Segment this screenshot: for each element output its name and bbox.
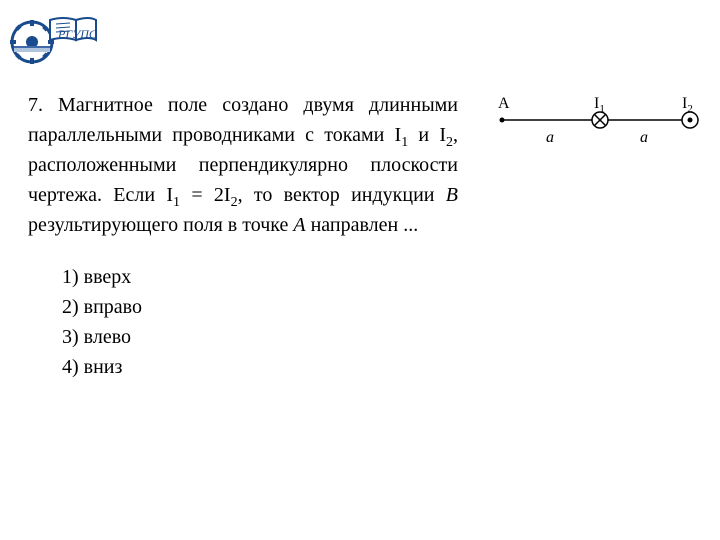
answer-2: 2) вправо bbox=[62, 292, 458, 322]
qt-part-3: = 2I bbox=[180, 184, 231, 206]
diagram-svg: A I1 I2 a a bbox=[490, 92, 700, 152]
point-A: A bbox=[293, 214, 305, 236]
question-text: 7. Магнитное поле создано двумя длинными… bbox=[28, 90, 458, 240]
qt-part-5: результирующего поля в точке bbox=[28, 214, 293, 236]
qt-part-6: направлен ... bbox=[306, 214, 419, 236]
question-number: 7. bbox=[28, 94, 43, 116]
answer-1: 1) вверх bbox=[62, 262, 458, 292]
answer-3: 3) влево bbox=[62, 322, 458, 352]
qt-sub-2: 2 bbox=[446, 135, 453, 150]
question-content: 7. Магнитное поле создано двумя длинными… bbox=[28, 90, 458, 382]
vector-B: B bbox=[446, 184, 458, 206]
physics-diagram: A I1 I2 a a bbox=[490, 92, 700, 152]
answer-list: 1) вверх 2) вправо 3) влево 4) вниз bbox=[62, 262, 458, 382]
answer-4: 4) вниз bbox=[62, 352, 458, 382]
qt-part-1: и I bbox=[408, 124, 446, 146]
logo-svg: РГУПС bbox=[8, 8, 98, 68]
qt-sub-1b: 1 bbox=[173, 195, 180, 210]
diagram-label-a1: a bbox=[546, 129, 554, 146]
diagram-label-A: A bbox=[498, 95, 510, 112]
qt-part-0: Магнитное поле создано двумя длинными па… bbox=[28, 94, 458, 146]
qt-part-4: , то вектор индукции bbox=[238, 184, 446, 206]
qt-sub-2b: 2 bbox=[231, 195, 238, 210]
logo-text: РГУПС bbox=[57, 27, 98, 41]
diagram-label-a2: a bbox=[640, 129, 648, 146]
institution-logo: РГУПС bbox=[8, 8, 98, 68]
